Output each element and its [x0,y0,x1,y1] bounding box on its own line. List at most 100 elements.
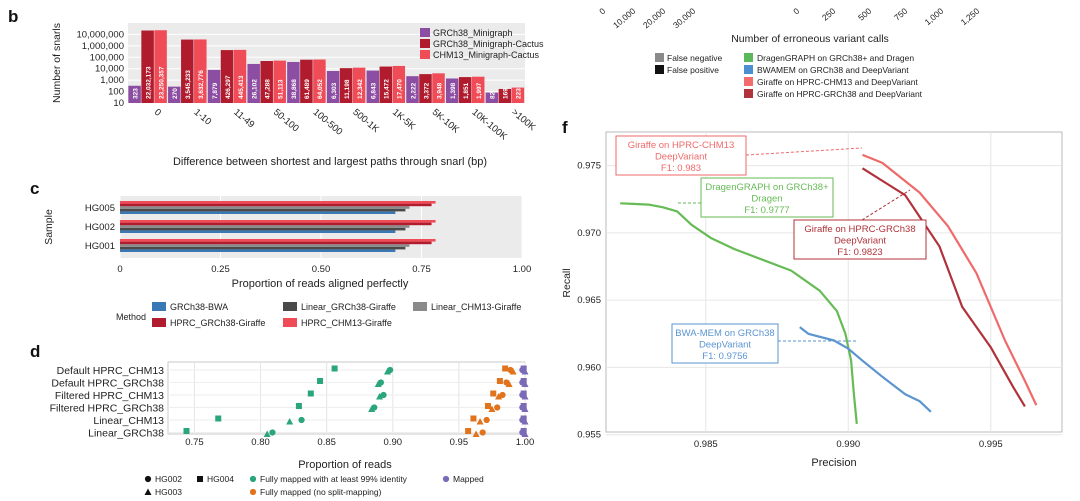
panel-b-legend-label: GRCh38_Minigraph-Cactus [433,39,544,49]
panel-b-bar [287,61,300,103]
panel-d-xtick-label: 0.75 [185,437,204,448]
panel-b-xtick-label: 50-100 [271,107,301,134]
panel-b-bar-label: 15,472 [384,79,391,99]
panel-d-legend-sample: HG003 [155,487,182,497]
panel-b-bar-label: 169 [503,88,510,99]
panel-c-legend-label: Linear_GRCh38-Giraffe [301,302,396,312]
panel-d-legend-metric: Mapped [453,474,484,484]
panel-d-point [483,416,490,424]
panel-f-annotation-text: F1: 0.9777 [744,205,789,216]
panel-d-point [490,390,497,397]
panel-d-point [499,391,506,399]
panel-d-point [470,415,477,422]
panel-d-point [520,365,527,372]
panel-b-bar [458,77,472,103]
panel-c-bar [120,220,436,223]
panel-b-bar [247,63,260,103]
panel-b-legend-swatch [420,50,430,59]
panel-d-point [520,403,527,409]
panel-c-ytick-label: HG005 [85,203,115,214]
panel-d-point [484,403,491,409]
panel-e-error-label: False negative [667,53,723,63]
panel-b-xtick-label: >100K [509,107,538,134]
panel-b-bar [207,69,221,103]
panel-c-bar [120,241,432,245]
panel-d-ytick-label: Filtered HPRC_CHM13 [55,390,164,402]
panel-c-xlabel: Proportion of reads aligned perfectly [232,278,409,290]
panel-d-point [269,429,276,436]
panel-b-bar-label: 445,413 [238,75,245,99]
panel-d-legend-metric-dot [442,475,450,483]
panel-b-ytick-label: 100,000 [90,52,124,63]
panel-e-xtick-label: 20,000 [641,6,668,31]
panel-b-xlabel: Difference between shortest and largest … [173,156,487,168]
panel-b-bar-label: 3,545,233 [185,70,192,99]
panel-f-ylabel: Recall [561,268,573,297]
panel-c-bar [120,239,436,242]
panel-e-method-swatch [744,77,753,86]
panel-b-bar-label: 26,102 [251,79,258,99]
panel-b-bar-label: 1,851 [463,82,470,99]
panel-b-bar [128,85,141,103]
panel-d-point [520,378,527,384]
panel-d-legend-shape [197,476,203,482]
panel-f-annotation-text: Giraffe on HPRC-GRCh38 [804,224,915,235]
panel-c-legend-label: GRCh38-BWA [170,302,228,312]
panel-d-legend-metric: Fully mapped (no split-mapping) [260,487,382,497]
panel-b-xtick-label: 11-49 [231,107,256,131]
panel-f-xtick-label: 0.990 [836,439,860,450]
panel-b-bar [154,30,167,103]
panel-b-legend-swatch [420,39,430,48]
panel-b-bar [392,65,406,103]
panel-d-point [183,428,190,434]
panel-f-ytick-label: 0.970 [577,228,601,239]
panel-b-bar [313,59,326,103]
panel-f-annotation-text: DeepVariant [699,340,751,351]
panel-letter-c: c [30,179,39,198]
panel-f-annotation-box [671,323,779,364]
panel-e-error-swatch [655,53,664,62]
panel-b-bar [471,76,485,103]
panel-b-bar [260,61,273,103]
panel-b-bar [194,39,207,103]
panel-d-point [472,430,480,437]
panel-c-bar [120,249,396,252]
panel-b-bar-label: 426,297 [225,75,232,99]
panel-f-annotation-text: Dragen [751,194,782,205]
panel-f-curve [799,326,932,413]
panel-c-legend-swatch [152,302,166,311]
panel-b-bar-label: 223 [516,88,523,99]
panel-f-xtick-label: 0.985 [694,439,718,450]
panel-c-bar [120,227,406,231]
panel-c-xtick-label: 0 [117,264,122,275]
panel-b-bar-label: 61,489 [304,79,311,99]
panel-c-legend-title: Method [116,312,146,322]
panel-d-ytick-label: Linear_GRCh38 [88,428,164,440]
panel-b-ytick-label: 1,000 [100,75,124,86]
panel-b-bar [273,60,286,103]
panel-b-bar-label: 17,470 [397,79,404,99]
panel-f-ytick-label: 0.965 [577,295,601,306]
panel-b-bar-label: 22,032,173 [145,66,152,99]
panel-d-xtick-label: 0.80 [251,437,270,448]
panel-c-bar [120,222,432,226]
panel-b-bar-label: 6,843 [371,82,378,99]
panel-d-legend-shape [144,488,152,495]
panel-d-point [520,415,527,422]
panel-c-xtick-label: 0.25 [211,264,230,275]
panel-b-bar [339,68,353,103]
panel-b-xtick-label: 1K-5K [390,107,418,133]
panel-d-point [521,368,529,375]
panel-b-bar [181,39,194,103]
panel-b-bar-label: 270 [172,88,179,99]
panel-f-annotation-text: Giraffe on HPRC-CHM13 [628,140,734,151]
panel-d-point [383,368,391,375]
panel-e-xtick-label: 30,000 [671,6,698,31]
panel-f-plot-frame [605,131,1063,433]
panel-e-method-swatch [744,65,753,74]
panel-d-xtick-label: 0.90 [384,437,403,448]
panel-b-bar [233,49,247,103]
panel-c-xtick-label: 0.50 [312,264,331,275]
panel-e-xtick-label: 1,000 [923,6,946,28]
